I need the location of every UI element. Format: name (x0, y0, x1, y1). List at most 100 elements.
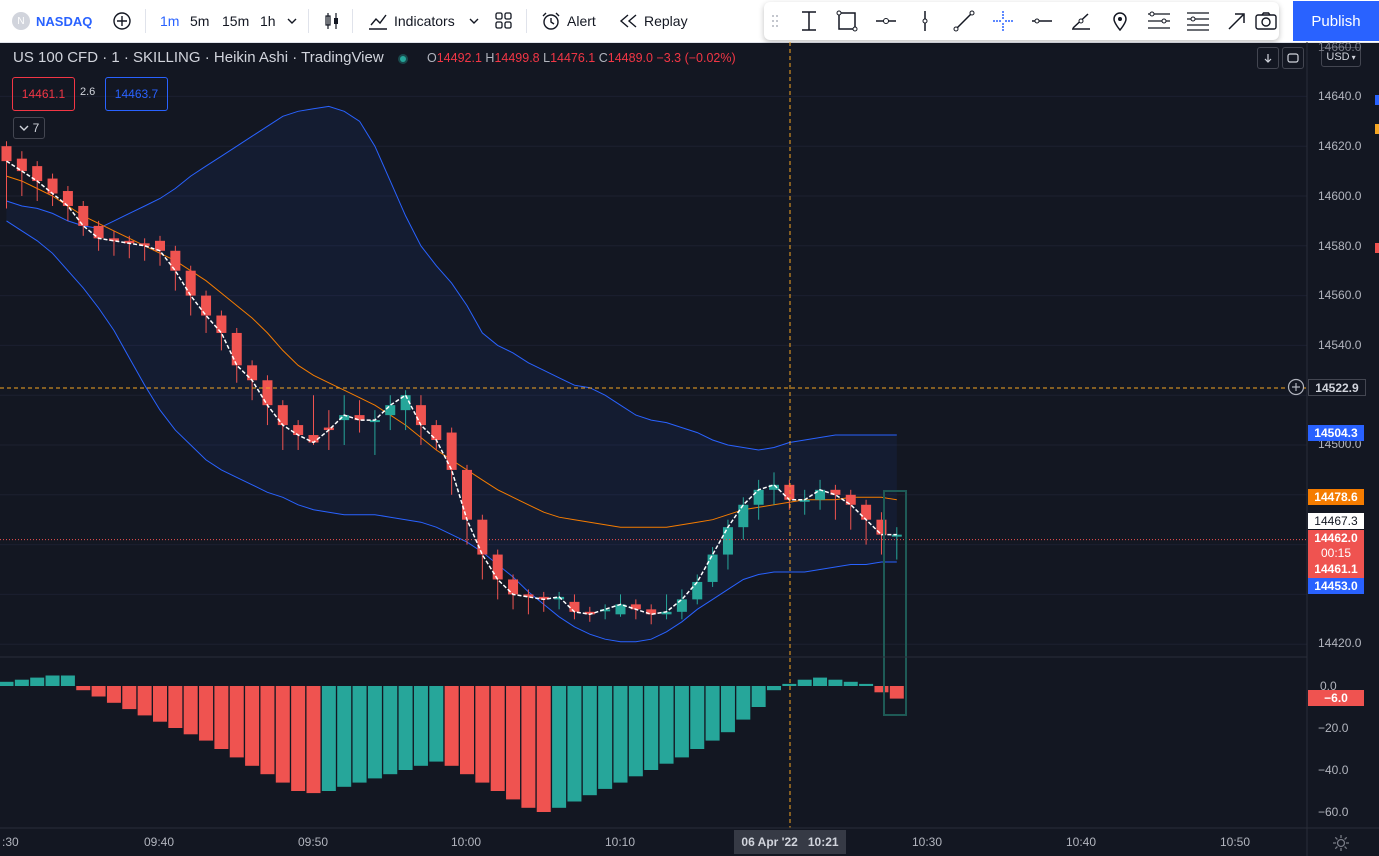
candle-body (753, 489, 764, 505)
oscillator-bar (413, 686, 428, 766)
price-tick: 14420.0 (1318, 636, 1362, 650)
settings-icon[interactable] (1332, 834, 1350, 852)
oscillator-bar (813, 677, 828, 686)
alert-label: Alert (567, 13, 596, 29)
indicators-dropdown[interactable] (468, 0, 480, 42)
crosshair-price-label: 14522.9 (1308, 379, 1366, 396)
candle-body (584, 611, 595, 615)
trend-line-icon[interactable] (945, 2, 983, 40)
chart-canvas[interactable] (0, 42, 1379, 856)
oscillator-bar (782, 683, 797, 686)
fib-retracement-icon[interactable] (1179, 2, 1217, 40)
oscillator-bar (214, 686, 229, 749)
arrow-down-icon (1264, 54, 1272, 63)
oscillator-bar (521, 686, 536, 808)
oscillator-bar (659, 686, 674, 764)
oscillator-bar (889, 686, 904, 699)
oscillator-bar (751, 686, 766, 707)
buy-button[interactable]: 14463.7 (105, 77, 168, 111)
replay-button[interactable]: Replay (619, 0, 688, 42)
candle-body (431, 425, 442, 441)
pin-icon[interactable] (1101, 2, 1139, 40)
low-value: 14476.1 (550, 51, 596, 65)
compare-symbol-button[interactable] (112, 0, 132, 42)
change-value: −3.3 (−0.02%) (656, 51, 736, 65)
oscillator-bar (552, 686, 567, 808)
oscillator-bar (337, 686, 352, 787)
drag-handle-icon[interactable] (764, 2, 786, 40)
price-tick: 14660.0 (1318, 40, 1362, 54)
market-status-icon (398, 54, 408, 64)
candle-body (615, 604, 626, 615)
arrow-icon[interactable] (1218, 2, 1256, 40)
oscillator-bar (797, 679, 812, 686)
candle-body (784, 484, 795, 500)
maximize-button[interactable] (1282, 47, 1304, 69)
chevron-down-icon (19, 125, 29, 131)
candle-body (1, 146, 12, 162)
alert-marker[interactable] (1375, 243, 1379, 253)
scroll-to-latest-button[interactable] (1257, 47, 1279, 69)
alert-button[interactable]: Alert (540, 0, 596, 42)
sell-button[interactable]: 14461.1 (12, 77, 75, 111)
oscillator-bar (628, 686, 643, 777)
alert-marker[interactable] (1375, 95, 1379, 105)
oscillator-bar (45, 675, 60, 686)
drawing-toolbar (764, 2, 1279, 40)
candle-body (861, 504, 872, 520)
candle-body (646, 609, 657, 615)
rectangle-icon[interactable] (828, 2, 866, 40)
time-tick: 10:40 (1066, 835, 1097, 849)
oscillator-bar (76, 686, 91, 691)
pitchfork-icon[interactable] (1140, 2, 1178, 40)
timeframe-1m[interactable]: 1m (160, 13, 180, 29)
candle-body (400, 395, 411, 411)
highlight-rectangle (883, 490, 907, 716)
timeframe-dropdown[interactable] (286, 0, 298, 42)
trend-angle-icon[interactable] (1062, 2, 1100, 40)
price-tick: 14600.0 (1318, 189, 1362, 203)
chart-type-button[interactable] (322, 0, 342, 42)
price-tick: 14580.0 (1318, 239, 1362, 253)
candle-body (446, 432, 457, 470)
candle-body (32, 166, 43, 182)
time-tick: :30 (2, 835, 19, 849)
indicators-collapse-button[interactable]: 7 (13, 117, 45, 139)
oscillator-bar (367, 686, 382, 779)
candle-body (277, 405, 288, 426)
publish-button[interactable]: Publish (1293, 1, 1379, 41)
candle-body (707, 554, 718, 582)
add-alert-icon[interactable] (1287, 378, 1305, 396)
timeframe-15m[interactable]: 15m (222, 13, 250, 29)
horizontal-ray-icon[interactable] (867, 2, 905, 40)
candle-body (492, 554, 503, 580)
camera-icon[interactable] (1254, 2, 1278, 40)
indicators-button[interactable]: Indicators (367, 0, 455, 42)
high-value: 14499.8 (494, 51, 540, 65)
oscillator-bar (321, 686, 336, 791)
currency-selector[interactable]: USD ▾ (1321, 47, 1361, 67)
crosshair-icon[interactable] (984, 2, 1022, 40)
oscillator-bar (306, 686, 321, 794)
layout-button[interactable] (494, 0, 514, 42)
symbol-search-button[interactable]: N NASDAQ (12, 0, 92, 42)
candle-body (216, 315, 227, 333)
price-tick: 14640.0 (1318, 89, 1362, 103)
cross-line-icon[interactable] (790, 2, 828, 40)
horizontal-line-icon[interactable] (1023, 2, 1061, 40)
alert-marker[interactable] (1375, 124, 1379, 134)
timeframe-5m[interactable]: 5m (190, 13, 210, 29)
spread-value: 2.6 (80, 86, 96, 98)
oscillator-bar (674, 686, 689, 758)
oscillator-bar (644, 686, 659, 770)
candle-body (676, 599, 687, 612)
alarm-clock-icon (542, 12, 560, 30)
oscillator-bar (490, 686, 505, 791)
time-tick: 10:00 (451, 835, 482, 849)
vertical-line-icon[interactable] (906, 2, 944, 40)
chart-title[interactable]: US 100 CFD · 1 · SKILLING · Heikin Ashi … (13, 49, 384, 66)
oscillator-bar (460, 686, 474, 775)
timeframe-1h[interactable]: 1h (260, 13, 276, 29)
oscillator-bar (506, 686, 521, 800)
bollinger-upper-line (6, 105, 897, 451)
